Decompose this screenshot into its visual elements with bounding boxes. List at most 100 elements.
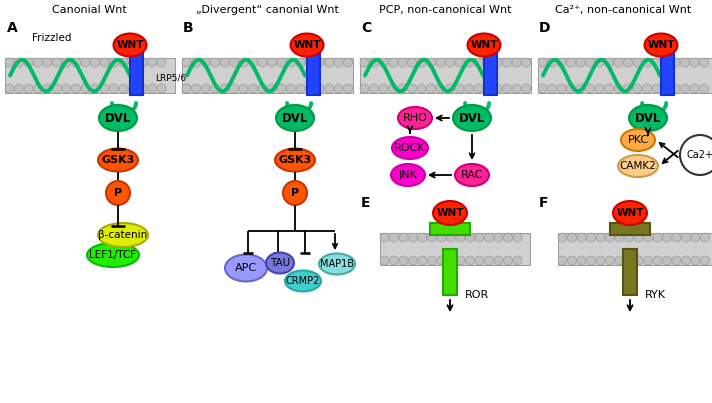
Text: Frizzled: Frizzled (32, 33, 72, 43)
Bar (307, 50, 320, 95)
Circle shape (110, 58, 118, 67)
Circle shape (634, 256, 643, 265)
Circle shape (53, 84, 61, 93)
Circle shape (680, 135, 712, 175)
Text: LRP5/6: LRP5/6 (155, 73, 186, 83)
Text: WNT: WNT (470, 40, 498, 50)
Circle shape (701, 233, 709, 242)
Circle shape (661, 84, 671, 93)
Text: C: C (361, 21, 371, 35)
Circle shape (436, 58, 445, 67)
Circle shape (62, 84, 71, 93)
Circle shape (615, 256, 624, 265)
Ellipse shape (98, 148, 138, 172)
Circle shape (277, 84, 286, 93)
Text: E: E (361, 196, 371, 210)
Circle shape (681, 58, 689, 67)
Circle shape (426, 58, 436, 67)
Ellipse shape (290, 33, 323, 56)
Text: APC: APC (235, 263, 257, 273)
Text: GSK3: GSK3 (278, 155, 312, 165)
Circle shape (596, 256, 605, 265)
Ellipse shape (113, 33, 147, 56)
Circle shape (286, 84, 295, 93)
Circle shape (14, 58, 23, 67)
Ellipse shape (319, 253, 355, 274)
Circle shape (315, 58, 324, 67)
Circle shape (437, 256, 446, 265)
Circle shape (192, 84, 201, 93)
Circle shape (585, 84, 595, 93)
Circle shape (14, 84, 23, 93)
Circle shape (90, 58, 100, 67)
Text: PKC: PKC (627, 135, 649, 145)
Circle shape (567, 233, 577, 242)
Text: β-catenin: β-catenin (98, 230, 147, 240)
Circle shape (370, 58, 379, 67)
Circle shape (474, 58, 483, 67)
Circle shape (456, 233, 465, 242)
Circle shape (503, 256, 513, 265)
Text: CAMK2: CAMK2 (619, 161, 656, 171)
Circle shape (305, 58, 315, 67)
Circle shape (71, 84, 80, 93)
Circle shape (538, 58, 547, 67)
Circle shape (587, 233, 595, 242)
Ellipse shape (266, 253, 294, 274)
Ellipse shape (455, 164, 489, 186)
Bar (182, 58, 353, 93)
Circle shape (229, 84, 239, 93)
Circle shape (436, 84, 445, 93)
Circle shape (503, 84, 511, 93)
Circle shape (691, 256, 700, 265)
Circle shape (389, 256, 399, 265)
Circle shape (418, 233, 427, 242)
Ellipse shape (98, 223, 148, 247)
Circle shape (239, 84, 248, 93)
Text: JNK: JNK (399, 170, 417, 180)
Text: PCP, non-canonical Wnt: PCP, non-canonical Wnt (379, 5, 511, 15)
Circle shape (258, 58, 267, 67)
Circle shape (681, 84, 689, 93)
Ellipse shape (621, 129, 655, 151)
Ellipse shape (468, 33, 501, 56)
Circle shape (407, 84, 417, 93)
Circle shape (661, 58, 671, 67)
Circle shape (615, 233, 624, 242)
Circle shape (466, 256, 474, 265)
Circle shape (399, 256, 408, 265)
Text: CRMP2: CRMP2 (286, 276, 320, 286)
Bar (558, 233, 712, 265)
Circle shape (334, 58, 343, 67)
Circle shape (360, 58, 369, 67)
Circle shape (642, 58, 651, 67)
Circle shape (211, 84, 219, 93)
Circle shape (464, 58, 473, 67)
Circle shape (652, 84, 661, 93)
Text: Ca2+: Ca2+ (686, 150, 712, 160)
Circle shape (455, 58, 464, 67)
Circle shape (418, 256, 427, 265)
Circle shape (456, 256, 465, 265)
Text: D: D (538, 21, 550, 35)
Circle shape (182, 84, 191, 93)
Text: WNT: WNT (617, 208, 644, 218)
Circle shape (325, 84, 333, 93)
Circle shape (614, 58, 623, 67)
Circle shape (283, 181, 307, 205)
Circle shape (360, 84, 369, 93)
Circle shape (701, 256, 709, 265)
Text: P: P (291, 188, 299, 198)
Circle shape (493, 84, 502, 93)
Circle shape (548, 84, 557, 93)
Text: RHO: RHO (402, 113, 427, 123)
Circle shape (691, 233, 700, 242)
Circle shape (409, 233, 417, 242)
Circle shape (567, 58, 575, 67)
Circle shape (521, 84, 530, 93)
Circle shape (653, 256, 662, 265)
Circle shape (398, 84, 407, 93)
Text: TAU: TAU (270, 258, 290, 268)
Circle shape (33, 58, 43, 67)
Circle shape (605, 233, 614, 242)
